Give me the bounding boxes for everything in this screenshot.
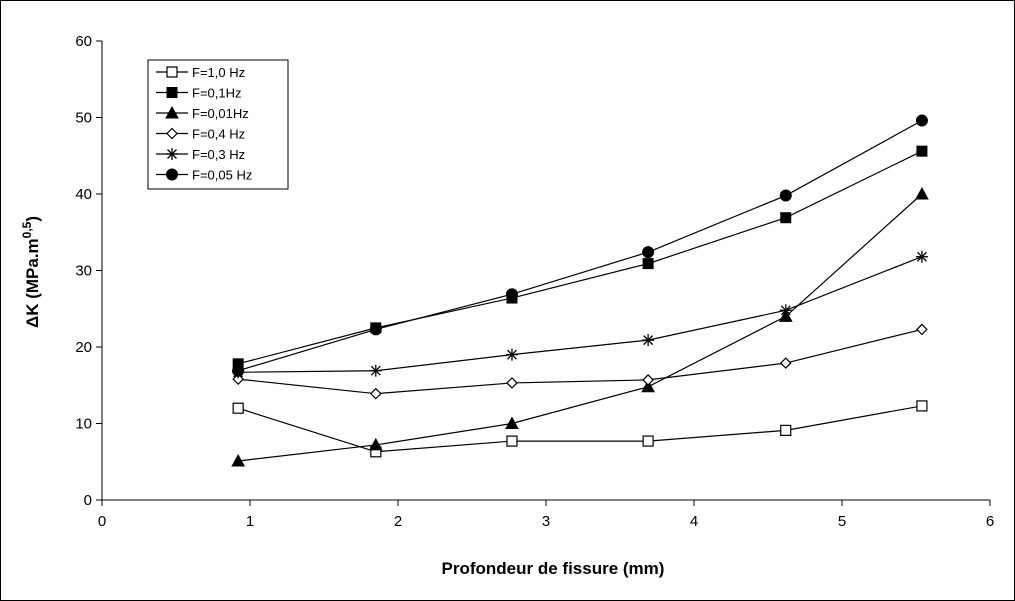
series-line xyxy=(238,256,923,373)
data-point xyxy=(642,435,654,447)
legend-item: F=0,1Hz xyxy=(156,86,242,101)
legend-label: F=1,0 Hz xyxy=(192,65,245,80)
data-point xyxy=(505,288,518,301)
data-point xyxy=(506,377,518,389)
legend-label: F=0,4 Hz xyxy=(192,127,245,142)
x-tick-label: 0 xyxy=(98,513,106,530)
legend-label: F=0,05 Hz xyxy=(192,168,252,183)
x-axis-title: Profondeur de fissure (mm) xyxy=(442,559,665,578)
data-point xyxy=(166,148,178,160)
data-point xyxy=(916,145,928,157)
series-line xyxy=(237,405,923,453)
x-tick-label: 1 xyxy=(246,513,254,530)
data-point xyxy=(779,357,792,369)
data-point xyxy=(231,453,246,467)
series-line xyxy=(238,150,923,365)
legend-item: F=0,01Hz xyxy=(156,105,249,121)
data-point xyxy=(505,416,519,429)
data-point xyxy=(641,379,655,393)
data-point xyxy=(642,258,654,270)
data-point xyxy=(369,364,382,377)
data-point xyxy=(368,437,383,451)
y-tick-label: 10 xyxy=(75,416,92,433)
y-axis-title-close: ) xyxy=(23,216,42,222)
y-axis-title-superscript: 0,5 xyxy=(20,221,34,238)
legend-item: F=0,3 Hz xyxy=(156,147,245,162)
x-tick-label: 5 xyxy=(838,513,846,530)
data-point xyxy=(642,374,654,386)
data-point xyxy=(505,348,518,361)
y-tick-label: 50 xyxy=(75,110,92,127)
x-tick-label: 4 xyxy=(690,513,698,530)
data-point xyxy=(915,250,928,263)
data-point xyxy=(916,323,928,336)
y-axis-title: ΔK (MPa.m0,5) xyxy=(20,216,42,328)
data-point xyxy=(166,87,178,98)
legend-box xyxy=(147,59,289,190)
data-point xyxy=(779,189,792,202)
asterisk-stroke xyxy=(370,365,381,376)
y-axis-title-main: ΔK (MPa.m xyxy=(23,238,42,328)
data-point xyxy=(232,373,245,385)
data-point xyxy=(165,105,179,119)
data-point xyxy=(166,168,178,181)
data-point xyxy=(915,114,928,127)
y-tick-label: 20 xyxy=(75,339,92,356)
asterisk-stroke xyxy=(643,335,654,346)
data-point xyxy=(780,212,792,224)
x-tick-label: 3 xyxy=(542,513,550,530)
asterisk-stroke xyxy=(167,149,177,159)
asterisk-stroke xyxy=(916,251,927,262)
asterisk-stroke xyxy=(507,349,517,360)
series-line xyxy=(237,120,923,372)
data-point xyxy=(166,127,178,140)
y-tick-label: 0 xyxy=(84,492,92,509)
data-point xyxy=(369,323,382,336)
legend-item: F=0,4 Hz xyxy=(156,127,245,142)
data-point xyxy=(506,435,518,447)
data-point xyxy=(642,334,655,347)
y-tick-label: 60 xyxy=(75,33,92,50)
data-point xyxy=(232,364,245,377)
legend-label: F=0,1Hz xyxy=(192,86,242,101)
series-line xyxy=(238,193,923,462)
data-point xyxy=(232,402,244,414)
series-2 xyxy=(232,145,928,370)
asterisk-stroke xyxy=(780,305,791,316)
series-line xyxy=(238,328,923,395)
data-point xyxy=(915,186,929,200)
y-tick-label: 40 xyxy=(75,186,92,203)
series-layer xyxy=(231,114,929,467)
legend-item: F=1,0 Hz xyxy=(156,65,245,80)
series-4 xyxy=(232,323,928,400)
data-point xyxy=(916,400,928,412)
data-point xyxy=(166,66,178,78)
x-tick-label: 2 xyxy=(394,513,402,530)
legend-label: F=0,01Hz xyxy=(192,106,249,121)
x-tick-label: 6 xyxy=(986,513,994,530)
legend-item: F=0,05 Hz xyxy=(156,168,252,183)
data-point xyxy=(780,424,792,436)
series-5 xyxy=(232,250,928,379)
series-3 xyxy=(231,186,929,467)
data-point xyxy=(369,387,382,400)
legend: F=1,0 Hz F=0,1Hz F=0,01Hz F=0,4 Hz F=0,3 Hz F… xyxy=(147,59,289,190)
data-point xyxy=(779,304,792,317)
axes: 0 10 20 30 40 50 60 0 1 2 3 4 5 6 xyxy=(75,33,994,530)
series-6 xyxy=(232,114,928,377)
series-1 xyxy=(232,400,928,458)
legend-label: F=0,3 Hz xyxy=(192,147,245,162)
y-tick-label: 30 xyxy=(75,263,92,280)
data-point xyxy=(642,246,655,259)
